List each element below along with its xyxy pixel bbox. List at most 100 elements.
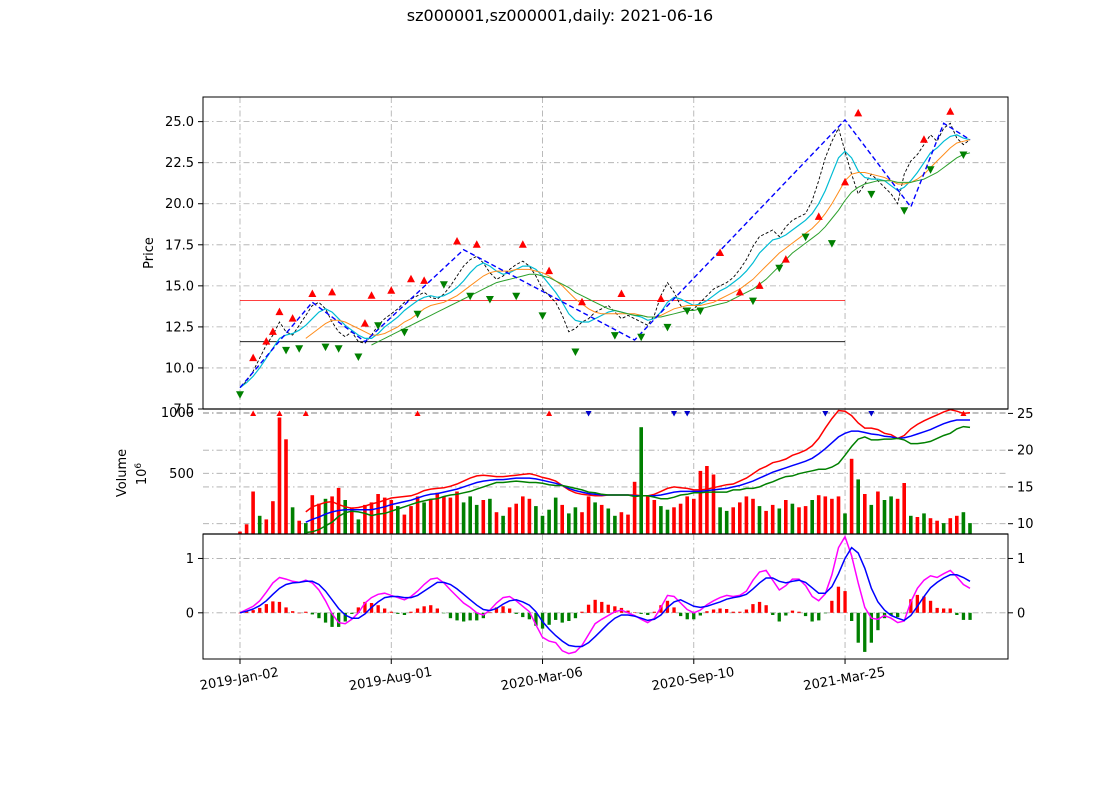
volume-bar-95 <box>863 494 867 534</box>
volume-bar-58 <box>619 512 624 534</box>
volume-bar-64 <box>659 506 663 534</box>
macd-hist-bar-67 <box>679 612 683 617</box>
macd-hist-bar-84 <box>790 610 795 613</box>
volume-bar-86 <box>803 506 808 534</box>
volume-bar-36 <box>474 504 479 534</box>
macd-hist-bar-86 <box>803 612 808 617</box>
macd-hist-bar-43 <box>521 612 525 618</box>
volume-bar-59 <box>626 514 630 534</box>
macd-hist-bar-42 <box>514 612 518 614</box>
volume-bar-93 <box>849 458 854 534</box>
volume-bar-98 <box>882 500 887 534</box>
volume-bar-66 <box>672 507 676 534</box>
macd-histogram <box>238 586 972 652</box>
price-y-ticks: 7.5 10.0 12.5 15.0 17.5 20.0 22.5 25.0 <box>165 115 203 418</box>
macd-hist-bar-61 <box>639 612 643 614</box>
macd-lines <box>239 534 971 655</box>
trough-marker-27 <box>959 151 968 159</box>
macd-hist-bar-78 <box>751 604 755 613</box>
macd-hist-bar-95 <box>863 612 867 652</box>
volume-bar-89 <box>823 496 828 534</box>
macd-hist-bar-55 <box>600 601 604 613</box>
volume-bar-74 <box>724 510 729 534</box>
macd-hist-bar-48 <box>554 612 558 620</box>
peak-marker-13 <box>472 240 481 248</box>
peak-marker-6 <box>328 287 337 296</box>
volume-bar-78 <box>751 498 755 534</box>
volume-right-tick-label-2: 20 <box>1017 444 1034 459</box>
trough-marker-12 <box>512 292 521 301</box>
volume-bar-70 <box>698 470 703 534</box>
peak-marker-26 <box>919 135 928 143</box>
volume-bar-7 <box>284 439 288 534</box>
volume-bar-68 <box>685 496 689 534</box>
volume-right-tick-label-3: 25 <box>1017 407 1034 422</box>
peak-marker-12 <box>453 237 462 245</box>
volume-bar-65 <box>665 509 670 534</box>
sell-signal-3 <box>822 411 829 417</box>
volume-bar-3 <box>257 515 262 534</box>
volume-bar-72 <box>711 474 716 534</box>
volume-bar-2 <box>251 491 255 534</box>
macd-hist-bar-30 <box>435 608 439 613</box>
macd-hist-bar-79 <box>757 601 762 613</box>
peak-marker-0 <box>249 353 258 362</box>
peak-marker-18 <box>656 294 665 302</box>
volume-bar-55 <box>599 504 604 534</box>
macd-right-y-ticks: 01 <box>1008 552 1025 621</box>
trough-marker-5 <box>354 353 363 361</box>
macd-hist-bar-64 <box>659 605 663 613</box>
trough-marker-1 <box>282 346 291 355</box>
volume-bar-12 <box>317 503 321 534</box>
macd-hist-bar-60 <box>633 612 637 613</box>
macd-hist-bar-91 <box>836 586 841 613</box>
volume-bar-17 <box>350 507 354 534</box>
trough-marker-3 <box>321 343 330 352</box>
price-y-axis-label: Price <box>142 237 157 269</box>
peak-marker-4 <box>288 314 297 322</box>
volume-bar-29 <box>428 498 433 534</box>
volume-bar-38 <box>488 498 492 534</box>
macd-hist-bar-57 <box>613 606 617 613</box>
macd-hist-bar-1 <box>244 611 249 613</box>
volume-unit-exponent: 6 <box>134 463 144 469</box>
volume-bar-19 <box>363 504 367 534</box>
volume-bar-5 <box>271 501 275 534</box>
peak-marker-27 <box>946 107 955 115</box>
trough-marker-2 <box>295 345 304 353</box>
trough-marker-25 <box>900 207 909 215</box>
volume-bar-14 <box>330 496 334 534</box>
macd-hist-bar-32 <box>448 612 453 619</box>
volume-ytick-label-0: 500 <box>169 467 194 482</box>
buy-signal-2 <box>302 410 309 416</box>
trough-marker-4 <box>334 345 343 353</box>
peak-marker-14 <box>518 240 527 248</box>
macd-hist-bar-54 <box>593 599 597 613</box>
trough-marker-15 <box>610 332 619 340</box>
macd-hist-bar-41 <box>508 608 512 613</box>
volume-bar-6 <box>277 417 282 534</box>
volume-bar-11 <box>310 495 315 534</box>
macd-hist-bar-0 <box>238 612 242 614</box>
volume-right-tick-label-0: 10 <box>1017 517 1034 532</box>
price-ytick-label-5: 20.0 <box>165 197 194 212</box>
macd-hist-bar-63 <box>652 611 656 613</box>
macd-hist-bar-45 <box>534 612 538 626</box>
volume-bar-27 <box>415 496 420 534</box>
macd-hist-bar-76 <box>738 611 742 613</box>
macd-hist-bar-40 <box>501 606 505 613</box>
macd-hist-bar-21 <box>376 605 380 613</box>
volume-unit-label: 106 <box>134 463 150 486</box>
volume-bar-35 <box>468 496 472 534</box>
volume-bar-85 <box>797 507 801 534</box>
volume-bar-31 <box>442 496 446 534</box>
macd-hist-bar-93 <box>850 612 854 621</box>
zigzag-line <box>239 118 971 389</box>
sell-signal-2 <box>684 411 691 417</box>
macd-hist-bar-111 <box>968 612 972 620</box>
volume-bar-44 <box>527 498 532 534</box>
volume-bar-96 <box>869 504 874 534</box>
macd-right-tick-label-1: 1 <box>1017 552 1025 567</box>
peak-marker-8 <box>367 291 376 299</box>
peak-marker-17 <box>617 289 626 298</box>
